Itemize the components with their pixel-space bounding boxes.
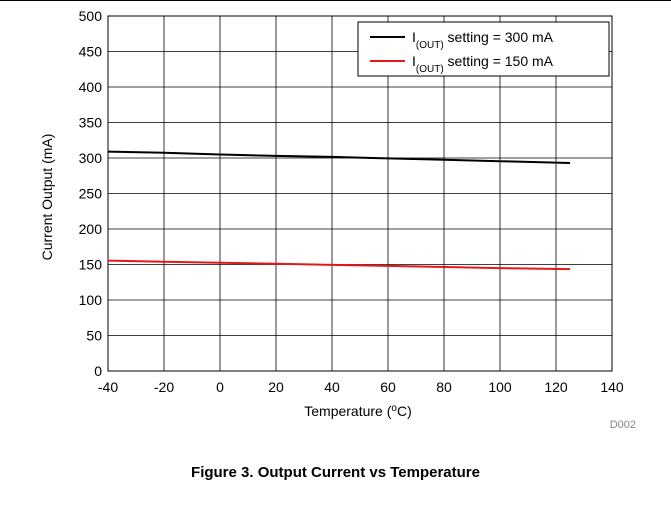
top-rule (0, 0, 671, 1)
figure-id-annotation: D002 (610, 419, 636, 431)
x-tick-label: 140 (600, 379, 624, 395)
y-axis-label: Current Output (mA) (39, 134, 55, 261)
series-line-0 (107, 150, 571, 164)
plot-area (107, 15, 613, 372)
y-tick-label: 250 (79, 186, 103, 202)
series-line-1 (107, 259, 571, 271)
x-axis-label: Temperature (oC) (304, 403, 412, 420)
y-tick-label: 150 (79, 257, 103, 273)
x-tick-label: 0 (216, 379, 224, 395)
legend-entry-300ma: I(OUT) setting = 300 mA (412, 29, 554, 51)
series-lines (107, 150, 571, 271)
y-tick-label: 200 (79, 221, 103, 237)
x-tick-label: 60 (380, 379, 396, 395)
x-tick-label: 40 (324, 379, 340, 395)
x-tick-label: 120 (544, 379, 568, 395)
figure-caption: Figure 3. Output Current vs Temperature (191, 464, 480, 481)
x-axis-ticks: -40 -20 0 20 40 60 80 100 120 140 (98, 379, 624, 395)
y-tick-label: 0 (94, 363, 102, 379)
y-tick-label: 100 (79, 292, 103, 308)
line-chart: -40 -20 0 20 40 60 80 100 120 140 0 50 100 150 200 250… (39, 8, 636, 431)
x-tick-label: -20 (154, 379, 174, 395)
legend-entry-150ma: I(OUT) setting = 150 mA (412, 53, 554, 75)
y-tick-label: 400 (79, 79, 103, 95)
y-tick-label: 350 (79, 115, 103, 131)
legend-box (357, 21, 610, 77)
x-tick-label: 80 (436, 379, 452, 395)
x-tick-label: 20 (268, 379, 284, 395)
legend: I(OUT) setting = 300 mA I(OUT) setting =… (357, 21, 610, 77)
y-tick-label: 300 (79, 150, 103, 166)
x-tick-label: 100 (488, 379, 512, 395)
y-tick-label: 500 (79, 8, 103, 24)
y-tick-label: 50 (86, 328, 102, 344)
x-tick-label: -40 (98, 379, 118, 395)
y-tick-label: 450 (79, 44, 103, 60)
y-axis-ticks: 0 50 100 150 200 250 300 350 400 450 500 (79, 8, 103, 379)
